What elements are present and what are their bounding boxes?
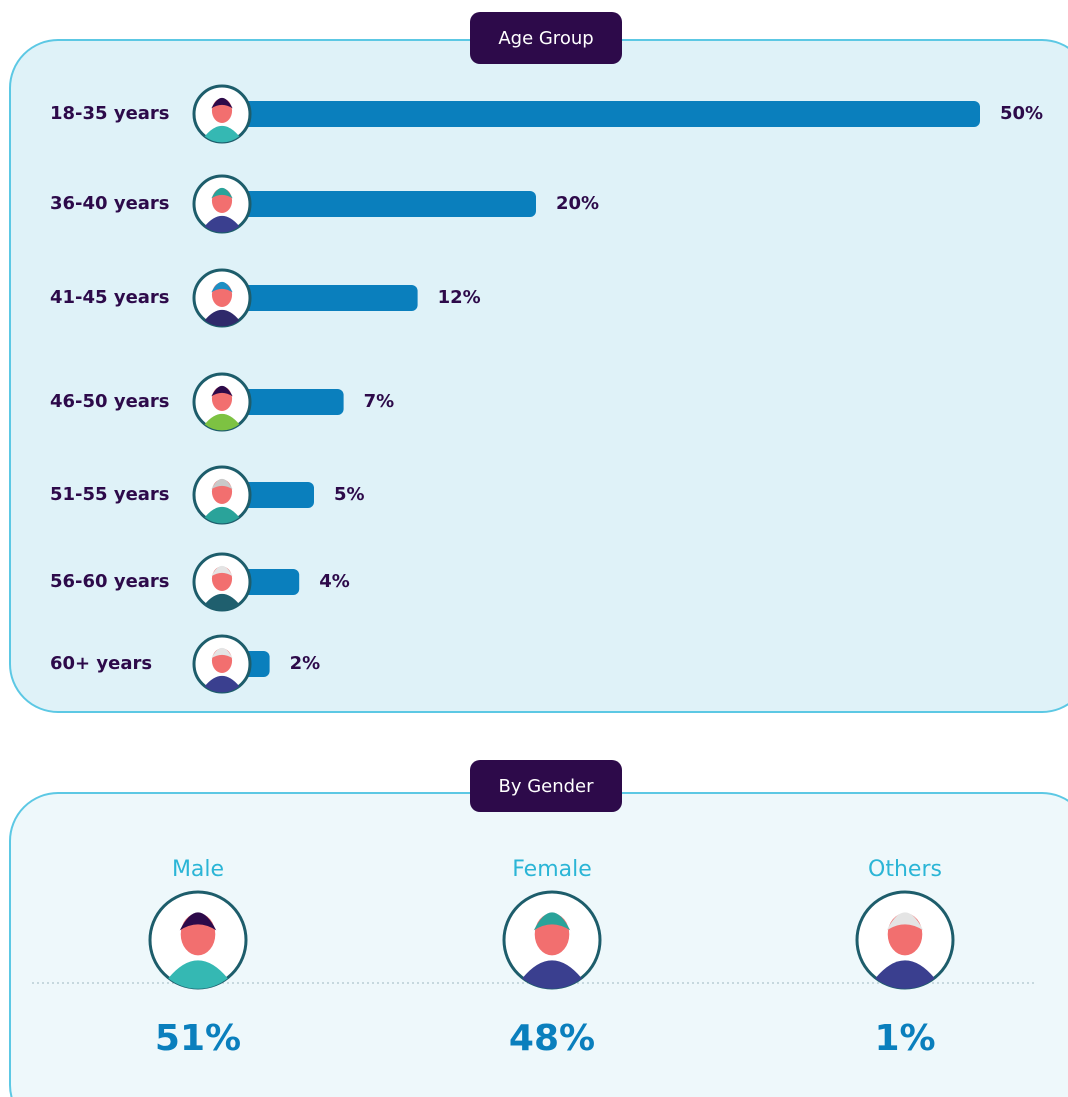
bar (220, 101, 980, 127)
category-label: 51-55 years (50, 484, 170, 505)
avatar-body (204, 675, 240, 693)
avatar (192, 268, 252, 328)
avatar-hair (533, 912, 571, 931)
avatar-hair (211, 97, 233, 109)
value-label: 2% (290, 653, 321, 674)
stat-value: 1% (874, 1018, 935, 1059)
category-label: 46-50 years (50, 391, 170, 412)
avatar (148, 890, 248, 990)
avatar (192, 552, 252, 612)
avatar-body (204, 506, 240, 524)
avatar-body (204, 309, 240, 327)
category-label: 41-45 years (50, 287, 170, 308)
chart-title: By Gender (498, 776, 594, 797)
stat-value: 51% (155, 1018, 241, 1059)
chart-title: Age Group (498, 28, 593, 49)
category-label: 60+ years (50, 653, 152, 674)
title-pill (470, 760, 622, 812)
stat-value: 48% (509, 1018, 595, 1059)
avatar-hair (211, 187, 233, 199)
avatar (192, 174, 252, 234)
avatar-hair (211, 385, 233, 397)
category-label: Female (512, 857, 592, 882)
avatar (192, 372, 252, 432)
value-label: 4% (319, 571, 350, 592)
avatar (192, 465, 252, 525)
avatar-body (204, 215, 240, 233)
bar (220, 285, 418, 311)
value-label: 7% (364, 391, 395, 412)
category-label: 36-40 years (50, 193, 170, 214)
avatar-hair (211, 281, 233, 293)
avatar-hair (886, 912, 924, 931)
avatar (855, 890, 955, 990)
category-label: Others (868, 857, 942, 882)
avatar-body (204, 593, 240, 611)
avatar-hair (179, 912, 217, 931)
value-label: 12% (438, 287, 481, 308)
avatar-body (168, 960, 228, 989)
avatar-body (204, 125, 240, 143)
bar (220, 389, 344, 415)
avatar-hair (211, 565, 233, 577)
avatar (192, 634, 252, 694)
bar (220, 191, 536, 217)
category-label: 56-60 years (50, 571, 170, 592)
value-label: 50% (1000, 103, 1043, 124)
age-panel (9, 39, 1068, 713)
category-label: Male (172, 857, 224, 882)
value-label: 5% (334, 484, 365, 505)
avatar (502, 890, 602, 990)
avatar-body (875, 960, 935, 989)
avatar-body (204, 413, 240, 431)
category-label: 18-35 years (50, 103, 170, 124)
avatar-hair (211, 478, 233, 490)
avatar-body (522, 960, 582, 989)
value-label: 20% (556, 193, 599, 214)
avatar (192, 84, 252, 144)
avatar-hair (211, 647, 233, 659)
title-pill (470, 12, 622, 64)
